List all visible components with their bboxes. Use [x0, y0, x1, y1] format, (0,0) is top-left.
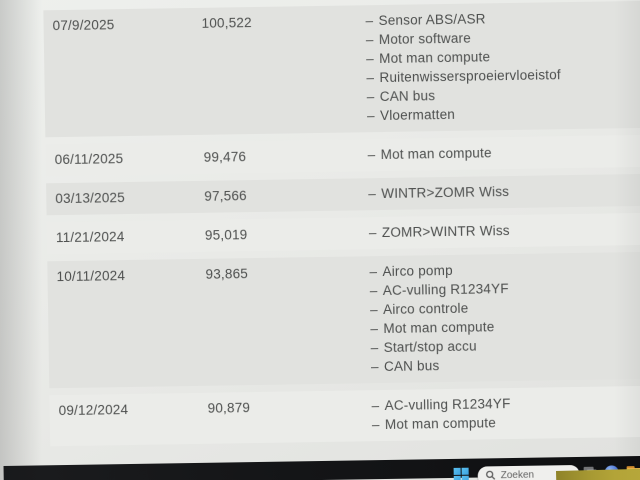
service-date-cell: 07/9/2025 — [52, 17, 115, 34]
bullet-dash: – — [365, 13, 374, 29]
service-item: – Mot man compute — [372, 411, 640, 435]
table-row[interactable]: 06/11/2025 99,476 – Mot man compute — [45, 134, 640, 177]
bullet-dash: – — [365, 32, 374, 48]
table-row[interactable]: 11/21/2024 95,019 – ZOMR>WINTR Wiss — [46, 212, 640, 255]
service-item-label: Motor software — [378, 30, 472, 48]
service-mileage-cell: 95,019 — [204, 227, 248, 243]
service-date-cell: 09/12/2024 — [58, 402, 129, 419]
service-item-label: Mot man compute — [383, 319, 495, 337]
service-item: – ZOMR>WINTR Wiss — [369, 219, 640, 243]
service-item-label: AC-vulling R1234YF — [384, 396, 511, 414]
service-items-cell: – AC-vulling R1234YF – Mot man compute — [371, 392, 640, 435]
service-mileage-cell: 97,566 — [204, 188, 247, 204]
service-date-cell: 03/13/2025 — [55, 190, 126, 207]
service-item: – CAN bus — [371, 353, 640, 377]
service-item: – Vloermatten — [367, 102, 640, 126]
service-item-label: Airco controle — [382, 300, 469, 318]
service-item-label: AC-vulling R1234YF — [382, 281, 509, 299]
bullet-dash: – — [371, 398, 380, 414]
service-mileage-cell: 100,522 — [201, 15, 252, 31]
search-icon — [486, 467, 496, 480]
table-row[interactable]: 07/9/2025 100,522 – Sensor ABS/ASR – Motor … — [43, 0, 640, 138]
service-date-cell: 10/11/2024 — [56, 268, 126, 285]
bullet-dash: – — [366, 108, 375, 124]
bullet-dash: – — [366, 51, 374, 67]
service-item-label: Vloermatten — [379, 106, 456, 124]
service-item-label: WINTR>ZOMR Wiss — [381, 184, 510, 202]
bullet-dash: – — [369, 283, 378, 299]
service-item-label: Sensor ABS/ASR — [378, 11, 486, 29]
service-item-label: Mot man compute — [379, 49, 491, 67]
service-items-cell: – ZOMR>WINTR Wiss — [369, 219, 640, 243]
bullet-dash: – — [370, 359, 379, 375]
windows-start-icon[interactable] — [453, 467, 469, 480]
service-mileage-cell: 99,476 — [203, 149, 247, 165]
service-item: – WINTR>ZOMR Wiss — [368, 180, 640, 204]
bullet-dash: – — [368, 225, 377, 241]
service-items-cell: – WINTR>ZOMR Wiss — [368, 180, 640, 204]
service-date-cell: 06/11/2025 — [54, 151, 124, 168]
table-row[interactable]: 09/12/2024 90,879 – AC-vulling R1234YF – Mo… — [49, 385, 640, 447]
yellow-object — [556, 468, 640, 480]
service-items-cell: – Airco pomp – AC-vulling R1234YF – Airco con… — [369, 258, 640, 377]
table-row[interactable]: 03/13/2025 97,566 – WINTR>ZOMR Wiss — [46, 173, 640, 216]
service-item-label: ZOMR>WINTR Wiss — [381, 223, 510, 241]
bullet-dash: – — [370, 321, 379, 337]
start-pane — [453, 475, 461, 480]
bullet-dash: – — [369, 264, 378, 280]
bullet-dash: – — [366, 89, 375, 105]
taskbar-search[interactable] — [477, 464, 580, 480]
service-item-label: Ruitenwissersproeiervloeistof — [379, 67, 561, 86]
bullet-dash: – — [368, 186, 377, 202]
service-item-label: Mot man compute — [384, 415, 497, 433]
service-date-cell: 11/21/2024 — [55, 229, 125, 246]
service-item-label: Airco pomp — [382, 262, 453, 280]
start-pane — [461, 475, 469, 480]
start-pane — [453, 467, 461, 475]
bullet-dash: – — [366, 70, 375, 86]
service-item-label: CAN bus — [379, 88, 436, 105]
service-item-label: Mot man compute — [380, 145, 492, 163]
taskbar — [3, 455, 640, 480]
service-item-label: CAN bus — [383, 358, 440, 375]
bullet-dash: – — [369, 302, 378, 318]
service-mileage-cell: 90,879 — [207, 400, 251, 416]
service-mileage-cell: 93,865 — [205, 266, 249, 282]
bullet-dash: – — [367, 147, 376, 163]
start-pane — [461, 467, 469, 475]
bullet-dash: – — [371, 417, 380, 433]
bullet-dash: – — [370, 340, 379, 356]
service-items-cell: – Mot man compute — [368, 141, 640, 165]
service-item-label: Start/stop accu — [383, 338, 477, 356]
service-item: – Mot man compute — [368, 141, 640, 165]
service-items-cell: – Sensor ABS/ASR – Motor software – Mot man c… — [365, 7, 640, 126]
service-table: 07/9/2025 100,522 – Sensor ABS/ASR – Motor … — [43, 0, 640, 447]
table-row[interactable]: 10/11/2024 93,865 – Airco pomp – AC-vulling… — [47, 251, 640, 389]
